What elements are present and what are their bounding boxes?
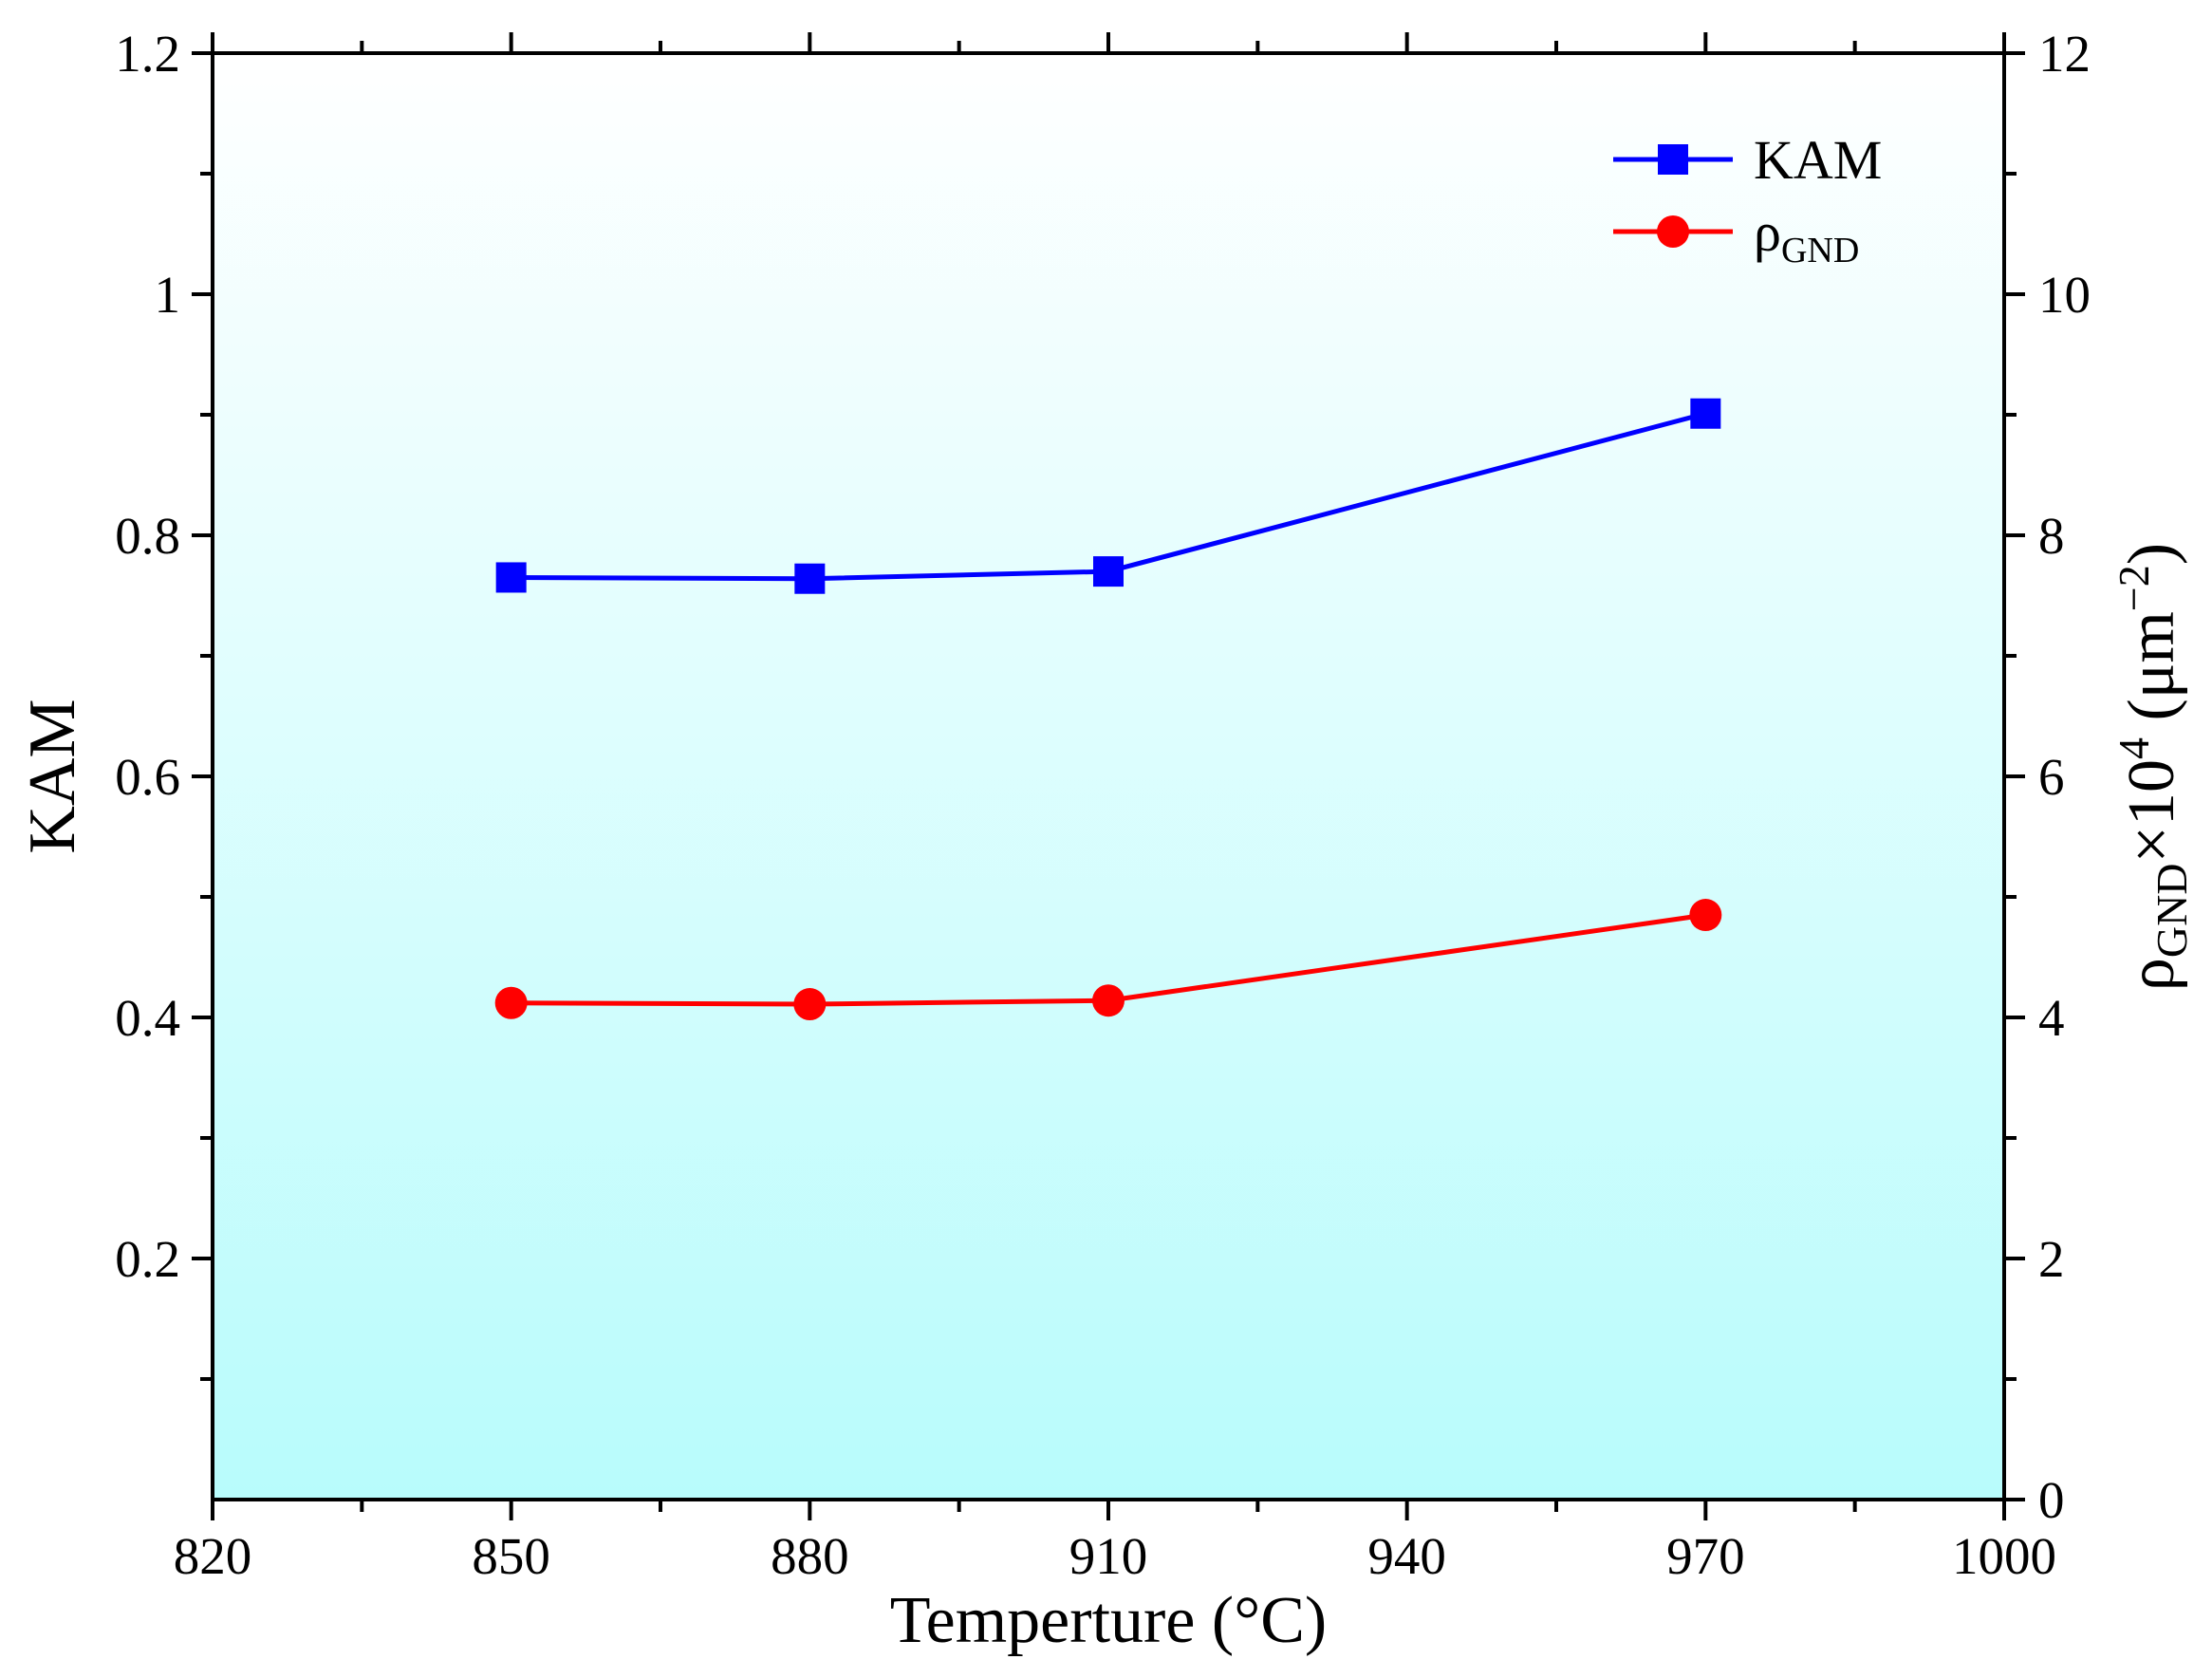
y-left-tick-label: 0.4 [115, 989, 180, 1047]
rho-gnd-data-point [1092, 984, 1125, 1017]
plot-area [213, 53, 2004, 1500]
kam-series-line [511, 411, 1706, 582]
x-tick-label: 940 [1367, 1527, 1446, 1585]
legend-kam-label: KAM [1754, 129, 1882, 191]
x-tick-label: 970 [1666, 1527, 1745, 1585]
legend-rho-marker [1657, 215, 1689, 248]
rho-gnd-data-point [1689, 899, 1722, 932]
kam-data-point [1093, 556, 1124, 587]
y-left-tick-label: 0.6 [115, 748, 180, 806]
y-left-axis-title: KAM [16, 699, 89, 853]
legend-rho-sub: GND [1781, 231, 1859, 270]
y-right-title-unit-exp: −2 [2110, 565, 2158, 611]
x-axis-title: Temperture (°C) [890, 1584, 1327, 1657]
kam-data-point [1690, 398, 1721, 429]
y-left-tick-marks [192, 51, 213, 1381]
y-right-tick-label: 4 [2038, 989, 2065, 1047]
x-tick-label: 1000 [1952, 1527, 2056, 1585]
x-tick-label: 820 [174, 1527, 252, 1585]
y-right-title-unit-open: (μm [2115, 611, 2188, 737]
y-right-tick-label: 6 [2038, 748, 2065, 806]
y-right-title-unit-close: ) [2115, 543, 2188, 565]
y-right-tick-label: 0 [2038, 1471, 2065, 1529]
legend: KAM ρGND [1613, 129, 1882, 270]
rho-gnd-data-point [793, 988, 827, 1021]
x-tick-label: 880 [771, 1527, 849, 1585]
y-right-tick-label: 10 [2038, 266, 2091, 324]
kam-data-point [794, 563, 826, 594]
y-right-title-base: ρ [2115, 958, 2188, 991]
y-left-tick-labels: 0.2 0.4 0.6 0.8 1 1.2 [115, 25, 180, 1288]
kam-data-point [495, 562, 527, 593]
y-right-tick-label: 12 [2038, 25, 2091, 83]
legend-rho-label: ρGND [1754, 201, 1859, 270]
legend-rho-base: ρ [1754, 201, 1781, 263]
y-right-tick-labels: 0 2 4 6 8 10 12 [2038, 25, 2091, 1529]
y-right-title-mult: ×10 [2115, 759, 2188, 863]
y-left-tick-label: 1.2 [115, 25, 180, 83]
plot-frame [211, 51, 2006, 1501]
legend-kam-marker [1658, 144, 1688, 175]
series-layer [494, 398, 1722, 1021]
y-right-tick-marks [2004, 51, 2025, 1501]
x-tick-labels: 820 850 880 910 940 970 1000 [174, 1527, 2056, 1585]
y-right-axis-title: ρGND×104 (μm−2) [2110, 543, 2196, 991]
rho-gnd-data-point [494, 986, 528, 1019]
y-right-title-exp: 4 [2110, 737, 2158, 759]
y-right-tick-label: 2 [2038, 1230, 2065, 1288]
y-right-title-sub: GND [2147, 863, 2196, 958]
x-tick-label: 850 [472, 1527, 550, 1585]
y-right-tick-label: 8 [2038, 507, 2065, 565]
y-left-tick-label: 0.2 [115, 1230, 180, 1288]
x-tick-label: 910 [1069, 1527, 1148, 1585]
rho-gnd-series-line [511, 912, 1706, 1007]
y-left-tick-label: 1 [155, 266, 181, 324]
x-tick-marks [211, 32, 2006, 1520]
y-left-tick-label: 0.8 [115, 507, 180, 565]
